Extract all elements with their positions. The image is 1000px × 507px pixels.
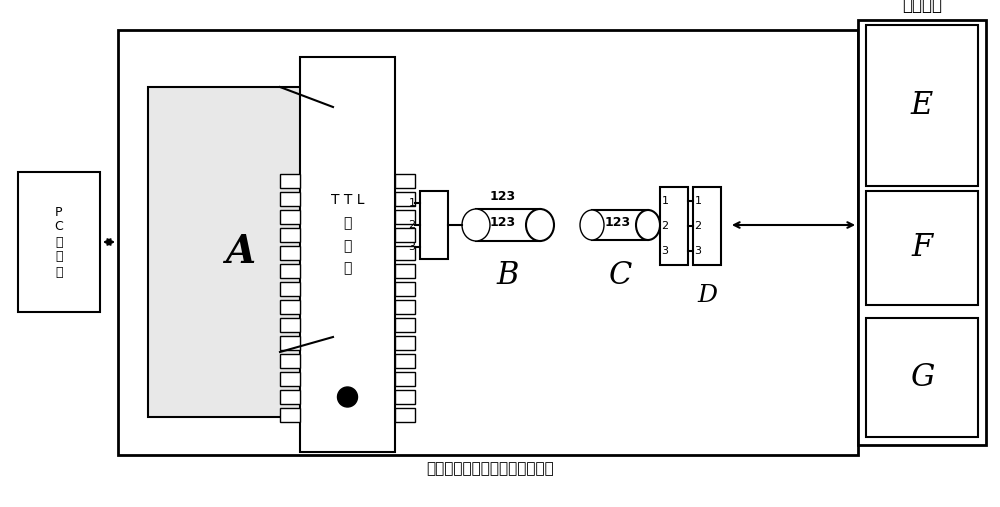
Text: 123: 123 <box>490 216 516 230</box>
Bar <box>395 264 415 278</box>
Text: 3: 3 <box>662 246 668 256</box>
Bar <box>280 264 300 278</box>
Bar <box>866 25 978 186</box>
Bar <box>118 30 858 455</box>
Bar <box>280 210 300 224</box>
Bar <box>148 87 333 417</box>
Bar <box>395 282 415 296</box>
Bar <box>280 354 300 368</box>
Bar <box>280 192 300 206</box>
Bar <box>395 210 415 224</box>
Bar <box>280 282 300 296</box>
Bar <box>420 191 448 259</box>
Ellipse shape <box>526 209 554 241</box>
Bar <box>592 210 648 240</box>
Bar <box>395 318 415 332</box>
Bar <box>395 390 415 404</box>
Text: 深度维修西数硬盘底层接口设备: 深度维修西数硬盘底层接口设备 <box>426 461 554 477</box>
Bar <box>280 228 300 242</box>
Text: A: A <box>225 233 256 271</box>
Bar <box>300 57 395 452</box>
Ellipse shape <box>636 210 660 240</box>
Bar <box>280 300 300 314</box>
Text: 2: 2 <box>661 221 669 231</box>
Text: G: G <box>910 362 934 393</box>
Text: 123: 123 <box>490 191 516 203</box>
Text: 西数硬盘: 西数硬盘 <box>902 0 942 14</box>
Bar <box>395 408 415 422</box>
Text: 2: 2 <box>408 220 416 230</box>
Bar <box>280 336 300 350</box>
Text: P
C
控
制
器: P C 控 制 器 <box>55 205 63 278</box>
Text: B: B <box>497 261 519 292</box>
Bar <box>866 191 978 305</box>
Bar <box>280 408 300 422</box>
Bar <box>395 300 415 314</box>
Bar <box>476 209 540 241</box>
Text: D: D <box>697 283 717 307</box>
Bar <box>280 174 300 188</box>
Bar <box>395 354 415 368</box>
Text: 3: 3 <box>694 246 702 256</box>
Text: 1: 1 <box>662 196 668 206</box>
Text: F: F <box>911 233 933 264</box>
Bar <box>866 318 978 437</box>
Text: T T L
主
芯
片: T T L 主 芯 片 <box>331 193 364 276</box>
Text: C: C <box>608 260 632 291</box>
Circle shape <box>338 387 358 407</box>
Text: 3: 3 <box>409 242 416 252</box>
Bar <box>395 246 415 260</box>
Bar <box>395 336 415 350</box>
Bar <box>395 174 415 188</box>
Bar <box>280 390 300 404</box>
Bar <box>395 192 415 206</box>
Bar <box>858 20 986 445</box>
Bar <box>395 228 415 242</box>
Bar <box>395 372 415 386</box>
Text: 2: 2 <box>694 221 702 231</box>
Ellipse shape <box>462 209 490 241</box>
Text: 1: 1 <box>694 196 702 206</box>
Bar <box>280 372 300 386</box>
Bar <box>660 187 688 265</box>
Ellipse shape <box>580 210 604 240</box>
Text: 123: 123 <box>605 216 631 230</box>
Text: 1: 1 <box>409 198 416 208</box>
Text: E: E <box>911 90 933 121</box>
Bar <box>280 318 300 332</box>
Bar <box>280 246 300 260</box>
Bar <box>693 187 721 265</box>
Bar <box>18 172 100 312</box>
